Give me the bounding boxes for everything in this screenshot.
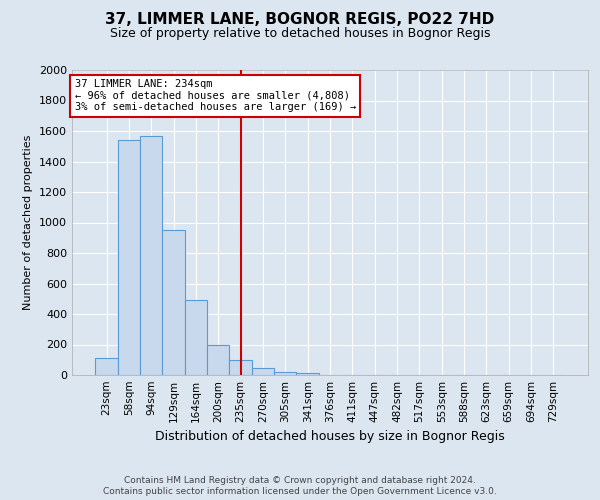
Text: 37 LIMMER LANE: 234sqm
← 96% of detached houses are smaller (4,808)
3% of semi-d: 37 LIMMER LANE: 234sqm ← 96% of detached…: [74, 79, 356, 112]
Text: Size of property relative to detached houses in Bognor Regis: Size of property relative to detached ho…: [110, 28, 490, 40]
Bar: [252, 368, 274, 375]
Text: Contains HM Land Registry data © Crown copyright and database right 2024.: Contains HM Land Registry data © Crown c…: [124, 476, 476, 485]
Bar: [95, 358, 118, 375]
Bar: [185, 300, 207, 375]
Y-axis label: Number of detached properties: Number of detached properties: [23, 135, 34, 310]
Bar: [140, 136, 163, 375]
Bar: [207, 346, 229, 375]
Text: 37, LIMMER LANE, BOGNOR REGIS, PO22 7HD: 37, LIMMER LANE, BOGNOR REGIS, PO22 7HD: [106, 12, 494, 28]
Bar: [118, 140, 140, 375]
X-axis label: Distribution of detached houses by size in Bognor Regis: Distribution of detached houses by size …: [155, 430, 505, 444]
Bar: [229, 360, 252, 375]
Bar: [163, 230, 185, 375]
Bar: [274, 372, 296, 375]
Bar: [296, 373, 319, 375]
Text: Contains public sector information licensed under the Open Government Licence v3: Contains public sector information licen…: [103, 487, 497, 496]
